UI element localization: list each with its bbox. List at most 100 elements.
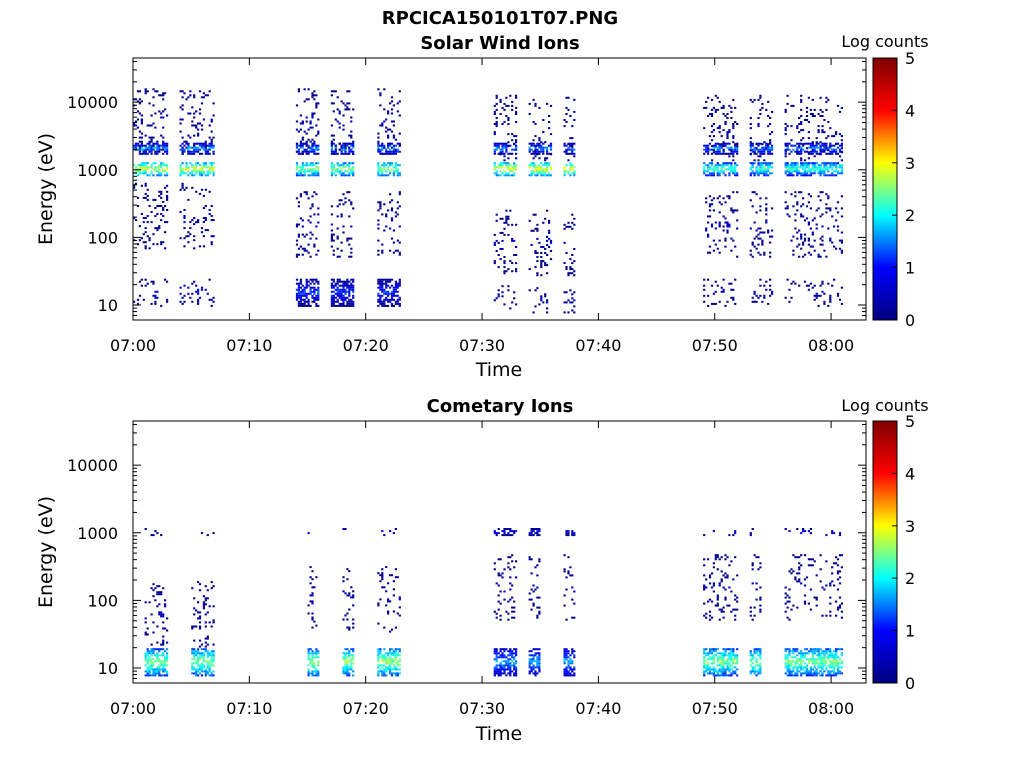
pixel	[344, 282, 347, 285]
pixel	[138, 130, 141, 133]
pixel	[344, 662, 347, 665]
pixel	[398, 282, 401, 285]
pixel	[732, 666, 735, 669]
pixel	[796, 146, 799, 149]
pixel	[759, 166, 762, 169]
pixel	[722, 586, 725, 589]
pixel	[295, 168, 299, 171]
pixel	[803, 162, 807, 165]
pixel	[515, 164, 518, 167]
pixel	[309, 290, 312, 293]
pixel	[836, 166, 840, 169]
pixel	[836, 294, 840, 297]
pixel	[212, 650, 215, 653]
pixel	[503, 666, 506, 669]
pixel	[348, 298, 351, 301]
pixel	[185, 164, 188, 167]
pixel	[146, 648, 149, 651]
pixel	[303, 302, 306, 305]
pixel	[573, 217, 576, 220]
pixel	[212, 144, 215, 147]
pixel	[794, 213, 797, 216]
pixel	[503, 532, 506, 535]
pixel	[198, 672, 202, 675]
pixel	[720, 203, 723, 206]
pixel	[714, 168, 717, 171]
pixel	[759, 209, 762, 212]
pixel	[805, 150, 809, 153]
pixel	[154, 150, 157, 153]
pixel	[389, 280, 392, 283]
pixel	[202, 92, 205, 95]
pixel	[821, 280, 824, 283]
pixel	[722, 656, 725, 659]
pixel	[330, 94, 333, 97]
pixel	[344, 108, 347, 111]
pixel	[385, 660, 388, 663]
pixel	[185, 172, 188, 175]
pixel	[303, 286, 306, 289]
pixel	[389, 664, 392, 667]
pixel	[707, 235, 710, 238]
pixel	[348, 102, 351, 105]
pixel	[807, 174, 810, 177]
pixel	[827, 304, 830, 307]
pixel	[392, 152, 395, 155]
pixel	[732, 211, 735, 214]
pixel	[383, 203, 386, 206]
pixel	[530, 658, 533, 661]
pixel	[387, 142, 390, 145]
pixel	[546, 254, 549, 256]
pixel	[133, 144, 136, 147]
pixel	[710, 148, 714, 151]
pixel	[377, 298, 380, 301]
pixel	[206, 652, 209, 655]
pixel	[753, 300, 756, 303]
pixel	[152, 280, 155, 283]
pixel	[736, 574, 739, 577]
pixel	[571, 146, 574, 149]
pixel	[499, 674, 502, 677]
pixel	[202, 654, 205, 657]
pixel	[807, 166, 810, 169]
pixel	[377, 162, 380, 165]
pixel	[146, 670, 149, 673]
pixel	[348, 628, 351, 631]
pixel	[705, 201, 708, 204]
pixel	[811, 152, 814, 155]
pixel	[195, 142, 198, 145]
pixel	[385, 670, 388, 673]
pixel	[394, 211, 397, 214]
pixel	[200, 142, 204, 145]
pixel	[315, 172, 318, 175]
pixel	[144, 601, 147, 604]
pixel	[759, 604, 762, 607]
pixel	[530, 174, 533, 177]
pixel	[532, 604, 535, 607]
pixel	[387, 162, 390, 165]
pixel	[567, 670, 570, 673]
pixel	[507, 215, 510, 218]
pixel	[823, 168, 826, 171]
pixel	[511, 133, 514, 136]
pixel	[317, 290, 320, 293]
pixel	[507, 133, 510, 136]
pixel	[718, 211, 721, 214]
pixel	[204, 152, 207, 155]
pixel	[718, 674, 721, 677]
pixel	[751, 564, 754, 567]
pixel	[534, 588, 537, 591]
pixel	[336, 288, 339, 291]
pixel	[563, 668, 566, 671]
pixel	[563, 652, 566, 655]
pixel	[571, 616, 574, 619]
pixel	[140, 162, 143, 165]
pixel	[840, 168, 843, 171]
pixel	[162, 162, 165, 165]
pixel	[569, 662, 572, 665]
pixel	[299, 122, 302, 125]
pixel	[330, 237, 333, 240]
pixel	[790, 150, 793, 153]
pixel	[815, 150, 818, 153]
pixel	[769, 255, 772, 258]
